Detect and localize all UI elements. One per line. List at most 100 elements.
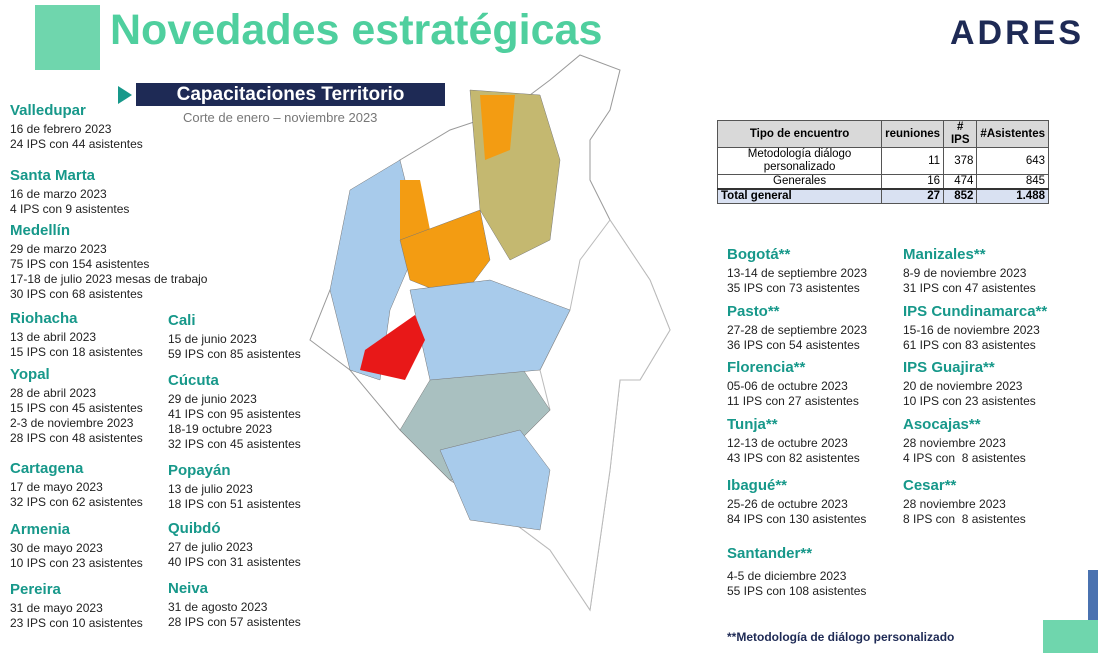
- detail-line: 29 de junio 2023: [168, 392, 257, 406]
- city-heading: Yopal: [10, 366, 50, 383]
- detail-line: 30 de mayo 2023: [10, 541, 103, 555]
- city-heading: Bogotá**: [727, 246, 791, 263]
- detail-line: 8-9 de noviembre 2023: [903, 266, 1027, 280]
- detail-line: 18-19 octubre 2023: [168, 422, 273, 436]
- table-cell: 16: [881, 174, 945, 190]
- header-row: Tipo de encuentro reuniones # IPS #Asistent…: [716, 120, 1049, 148]
- table-cell: Total general: [716, 188, 883, 204]
- deco-green: [1043, 620, 1098, 653]
- detail-line: 10 IPS con 23 asistentes: [10, 556, 143, 570]
- title-square: [35, 5, 100, 70]
- city-heading: Tunja**: [727, 416, 778, 433]
- detail-line: 28 de abril 2023: [10, 386, 97, 400]
- detail-line: 40 IPS con 31 asistentes: [168, 555, 301, 569]
- deco-blue: [1088, 570, 1098, 620]
- detail-line: 05-06 de octubre 2023: [727, 379, 848, 393]
- subtitle: Corte de enero – noviembre 2023: [183, 110, 378, 125]
- city-heading: Cali: [168, 312, 196, 329]
- banner-arrow: [118, 86, 132, 104]
- city-heading: IPS Guajira**: [903, 359, 995, 376]
- detail-line: 36 IPS con 54 asistentes: [727, 338, 860, 352]
- detail-line: 31 de mayo 2023: [10, 601, 103, 615]
- table-cell: 27: [881, 188, 945, 204]
- detail-line: 27-28 de septiembre 2023: [727, 323, 868, 337]
- footnote: **Metodología de diálogo personalizado: [727, 630, 955, 644]
- detail-line: 31 de agosto 2023: [168, 600, 268, 614]
- table-cell: 852: [943, 188, 978, 204]
- banner: Capacitaciones Territorio: [136, 83, 445, 106]
- detail-line: 17 de mayo 2023: [10, 480, 103, 494]
- detail-line: 15 IPS con 45 asistentes: [10, 401, 143, 415]
- header-cell: Tipo de encuentro: [716, 120, 883, 148]
- detail-line: 13 de julio 2023: [168, 482, 253, 496]
- detail-line: 12-13 de octubre 2023: [727, 436, 848, 450]
- detail-line: 32 IPS con 45 asistentes: [168, 437, 301, 451]
- detail-line: 28 noviembre 2023: [903, 497, 1006, 511]
- detail-line: 75 IPS con 154 asistentes: [10, 257, 150, 271]
- city-heading: Popayán: [168, 462, 231, 479]
- title: Novedades estratégicas: [110, 6, 603, 54]
- table-row: Generales 16 474 845: [716, 174, 1049, 190]
- detail-line: 13-14 de septiembre 2023: [727, 266, 868, 280]
- map: [309, 54, 671, 612]
- detail-line: 25-26 de octubre 2023: [727, 497, 848, 511]
- logo: ADRES: [950, 14, 1085, 52]
- table-cell: 11: [881, 147, 945, 175]
- detail-line: 30 IPS con 68 asistentes: [10, 287, 143, 301]
- detail-line: 84 IPS con 130 asistentes: [727, 512, 867, 526]
- detail-line: 55 IPS con 108 asistentes: [727, 584, 867, 598]
- city-heading: Cúcuta: [168, 372, 219, 389]
- detail-line: 35 IPS con 73 asistentes: [727, 281, 860, 295]
- city-heading: Asocajas**: [903, 416, 981, 433]
- city-heading: Cartagena: [10, 460, 84, 477]
- city-heading: Manizales**: [903, 246, 986, 263]
- detail-line: 15-16 de noviembre 2023: [903, 323, 1040, 337]
- table-cell: Generales: [716, 174, 883, 190]
- summary-table: Tipo de encuentro reuniones # IPS #Asistent…: [716, 120, 1049, 204]
- detail-line: 28 noviembre 2023: [903, 436, 1006, 450]
- detail-line: 31 IPS con 47 asistentes: [903, 281, 1036, 295]
- detail-line: 16 de febrero 2023: [10, 122, 112, 136]
- city-heading: Cesar**: [903, 477, 957, 494]
- table-cell: 845: [976, 174, 1049, 190]
- detail-line: 4 IPS con 9 asistentes: [10, 202, 130, 216]
- city-heading: Valledupar: [10, 102, 86, 119]
- city-heading: Medellín: [10, 222, 71, 239]
- detail-line: 28 IPS con 57 asistentes: [168, 615, 301, 629]
- detail-line: 16 de marzo 2023: [10, 187, 107, 201]
- city-heading: Neiva: [168, 580, 209, 597]
- detail-line: 41 IPS con 95 asistentes: [168, 407, 301, 421]
- detail-line: 15 IPS con 18 asistentes: [10, 345, 143, 359]
- header-cell: # IPS: [943, 120, 978, 148]
- detail-line: 29 de marzo 2023: [10, 242, 107, 256]
- table-cell: 1.488: [976, 188, 1049, 204]
- table-cell: Metodología diálogo personalizado: [716, 147, 883, 175]
- city-heading: Pasto**: [727, 303, 780, 320]
- city-heading: Riohacha: [10, 310, 78, 327]
- detail-line: 18 IPS con 51 asistentes: [168, 497, 301, 511]
- table-row: Metodología diálogo personalizado 11 378 64…: [716, 147, 1049, 175]
- city-heading: Pereira: [10, 581, 61, 598]
- table-cell: 378: [943, 147, 978, 175]
- detail-line: 23 IPS con 10 asistentes: [10, 616, 143, 630]
- detail-line: 15 de junio 2023: [168, 332, 257, 346]
- header-cell: #Asistentes: [976, 120, 1049, 148]
- detail-line: 2-3 de noviembre 2023: [10, 416, 134, 430]
- detail-line: 17-18 de julio 2023 mesas de trabajo: [10, 272, 208, 286]
- detail-line: 28 IPS con 48 asistentes: [10, 431, 143, 445]
- header-cell: reuniones: [881, 120, 945, 148]
- city-heading: Ibagué**: [727, 477, 788, 494]
- detail-line: 11 IPS con 27 asistentes: [727, 394, 859, 408]
- detail-line: 8 IPS con 8 asistentes: [903, 512, 1026, 526]
- detail-line: 13 de abril 2023: [10, 330, 97, 344]
- city-heading: IPS Cundinamarca**: [903, 303, 1048, 320]
- detail-line: 59 IPS con 85 asistentes: [168, 347, 301, 361]
- detail-line: 10 IPS con 23 asistentes: [903, 394, 1036, 408]
- detail-line: 43 IPS con 82 asistentes: [727, 451, 860, 465]
- table-cell: 643: [976, 147, 1049, 175]
- city-heading: Santander**: [727, 545, 813, 562]
- detail-line: 27 de julio 2023: [168, 540, 253, 554]
- detail-line: 20 de noviembre 2023: [903, 379, 1023, 393]
- detail-line: 24 IPS con 44 asistentes: [10, 137, 143, 151]
